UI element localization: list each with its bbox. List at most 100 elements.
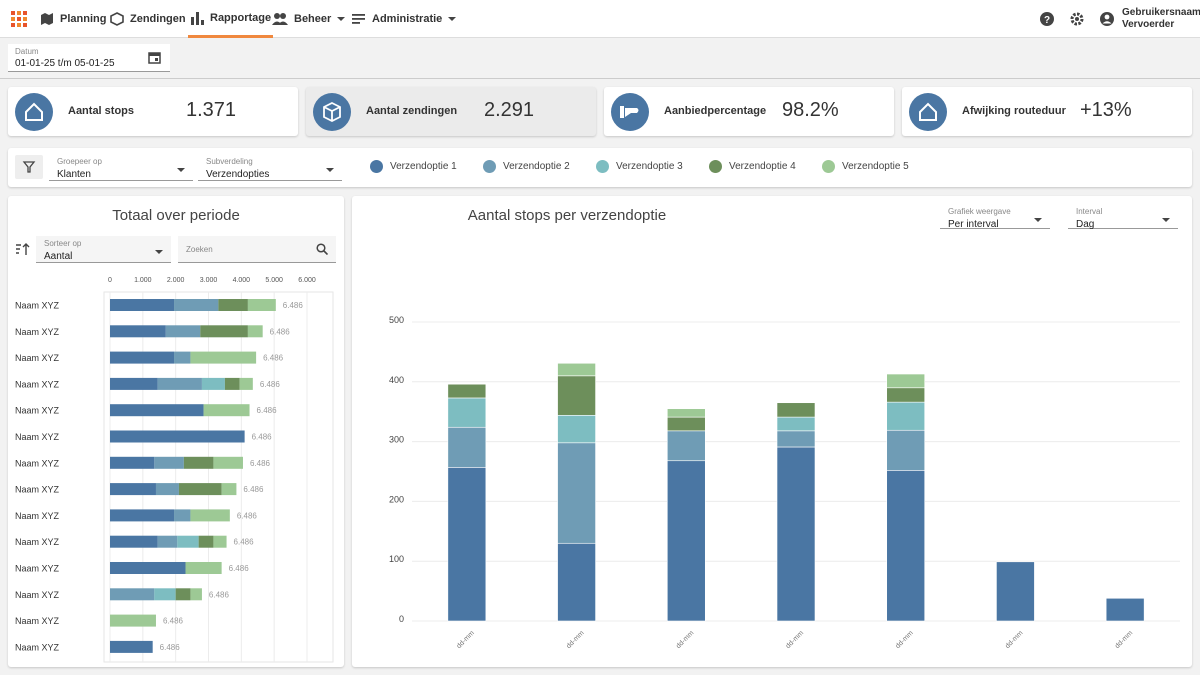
bar-segment bbox=[886, 373, 926, 389]
select-value: Verzendopties bbox=[206, 169, 270, 180]
kpi-value: 1.371 bbox=[186, 99, 237, 121]
bar-segment bbox=[776, 402, 816, 418]
calendar-icon bbox=[148, 52, 161, 64]
bar-segment bbox=[110, 404, 204, 417]
bar-segment bbox=[110, 640, 153, 653]
search-field[interactable]: Zoeken bbox=[178, 236, 336, 263]
plot-frame bbox=[103, 291, 334, 663]
caret bbox=[1034, 218, 1042, 222]
left-panel: Sorteer op Aantal Zoeken Totaal over per… bbox=[8, 196, 344, 667]
search-icon bbox=[316, 243, 328, 255]
bar-segment bbox=[174, 509, 191, 522]
bar-segment bbox=[177, 535, 199, 548]
kpi-card[interactable]: Aantal zendingen 2.291 bbox=[306, 87, 596, 136]
bar-segment bbox=[174, 299, 219, 311]
sort-icon[interactable] bbox=[15, 242, 31, 256]
nav-rapportage[interactable]: Rapportage bbox=[188, 0, 274, 38]
select-value: Klanten bbox=[57, 169, 91, 180]
bar-segment bbox=[110, 483, 156, 496]
legend-label: Verzendoptie 3 bbox=[616, 161, 683, 172]
bar-segment bbox=[886, 470, 926, 622]
total-label: 6.486 bbox=[260, 380, 281, 389]
legend-swatch bbox=[596, 160, 609, 173]
bar-segment bbox=[447, 397, 487, 428]
select-label: Interval bbox=[1076, 207, 1103, 216]
sort-select[interactable]: Sorteer op Aantal bbox=[36, 236, 171, 263]
kpi-card[interactable]: Aanbiedpercentage 98.2% bbox=[604, 87, 894, 136]
home-icon bbox=[919, 102, 937, 121]
account-icon[interactable] bbox=[1100, 12, 1114, 26]
legend-item[interactable]: Verzendoptie 4 bbox=[709, 160, 796, 173]
bar-segment bbox=[557, 542, 596, 622]
total-label: 6.486 bbox=[237, 511, 258, 520]
y-tick-label: Naam XYZ bbox=[15, 616, 60, 626]
nav-beheer[interactable]: Beheer bbox=[272, 0, 346, 38]
nav-zendingen[interactable]: Zendingen bbox=[110, 0, 186, 38]
select-label: Sorteer op bbox=[44, 239, 82, 248]
y-tick-label: Naam XYZ bbox=[15, 301, 60, 311]
bar-segment bbox=[213, 456, 243, 469]
kpi-card[interactable]: Aantal stops 1.371 bbox=[8, 87, 298, 136]
bar-segment bbox=[239, 377, 253, 390]
bar-segment bbox=[110, 299, 175, 311]
y-tick-label: Naam XYZ bbox=[15, 406, 60, 416]
legend-item[interactable]: Verzendoptie 3 bbox=[596, 160, 683, 173]
x-tick-label: dd-mm bbox=[675, 630, 695, 650]
bar-segment bbox=[221, 483, 237, 496]
y-tick-label: Naam XYZ bbox=[15, 564, 60, 574]
user-block[interactable]: Gebruikersnaam Vervoerder bbox=[1122, 7, 1200, 31]
filter-icon bbox=[22, 161, 36, 173]
bar-segment bbox=[203, 404, 250, 417]
legend-item[interactable]: Verzendoptie 5 bbox=[822, 160, 909, 173]
nav-planning[interactable]: Planning bbox=[40, 0, 106, 38]
bar-segment bbox=[110, 430, 245, 443]
y-tick-label: Naam XYZ bbox=[15, 485, 60, 495]
bar-segment bbox=[213, 535, 227, 548]
select-label: Grafiek weergave bbox=[948, 207, 1011, 216]
kpi-icon bbox=[909, 93, 947, 131]
bar-segment bbox=[1105, 597, 1145, 622]
select-value: Aantal bbox=[44, 251, 73, 262]
bar-segment bbox=[666, 416, 706, 432]
y-tick-label: 200 bbox=[389, 494, 404, 504]
view-select[interactable]: Grafiek weergave Per interval bbox=[940, 204, 1050, 230]
x-tick-label: 3.000 bbox=[200, 277, 218, 284]
date-value: 01-01-25 t/m 05-01-25 bbox=[15, 58, 115, 69]
divider bbox=[0, 78, 1200, 79]
y-tick-label: Naam XYZ bbox=[15, 432, 60, 442]
legend-item[interactable]: Verzendoptie 2 bbox=[483, 160, 570, 173]
y-tick-label: Naam XYZ bbox=[15, 327, 60, 337]
x-tick-label: 1.000 bbox=[134, 277, 152, 284]
settings-icon[interactable] bbox=[1070, 12, 1084, 26]
bar-segment bbox=[185, 562, 222, 574]
bar-segment bbox=[154, 456, 184, 469]
date-field[interactable]: Datum 01-01-25 t/m 05-01-25 bbox=[8, 44, 170, 72]
legend-label: Verzendoptie 5 bbox=[842, 161, 909, 172]
group-select[interactable]: Groepeer op Klanten bbox=[49, 154, 193, 181]
bar-segment bbox=[666, 430, 706, 462]
nav-administratie[interactable]: Administratie bbox=[352, 0, 457, 38]
kpi-label: Aanbiedpercentage bbox=[664, 105, 767, 117]
chart-title: Totaal over periode bbox=[112, 207, 240, 224]
bar-segment bbox=[447, 383, 487, 399]
bar-segment bbox=[110, 588, 155, 601]
bar-segment bbox=[447, 426, 487, 468]
kpi-card[interactable]: Afwijking routeduur +13% bbox=[902, 87, 1192, 136]
kpi-icon bbox=[611, 93, 649, 131]
chart-icon bbox=[191, 11, 204, 25]
interval-select[interactable]: Interval Dag bbox=[1068, 204, 1178, 230]
legend-label: Verzendoptie 2 bbox=[503, 161, 570, 172]
subdivision-select[interactable]: Subverdeling Verzendopties bbox=[198, 154, 342, 181]
bar-segment bbox=[183, 456, 214, 469]
y-tick-label: 400 bbox=[389, 375, 404, 385]
total-label: 6.486 bbox=[270, 327, 291, 336]
help-icon[interactable]: ? bbox=[1040, 12, 1054, 26]
top-nav: Planning Zendingen Rapportage Beheer Adm… bbox=[0, 0, 1200, 38]
legend-item[interactable]: Verzendoptie 1 bbox=[370, 160, 457, 173]
filter-button[interactable] bbox=[15, 155, 43, 179]
legend: Verzendoptie 1 Verzendoptie 2 Verzendoptie… bbox=[370, 148, 1170, 187]
bar-segment bbox=[110, 562, 186, 574]
filter-bar: Groepeer op Klanten Subverdeling Verzend… bbox=[8, 148, 1192, 187]
total-label: 6.486 bbox=[257, 406, 278, 415]
